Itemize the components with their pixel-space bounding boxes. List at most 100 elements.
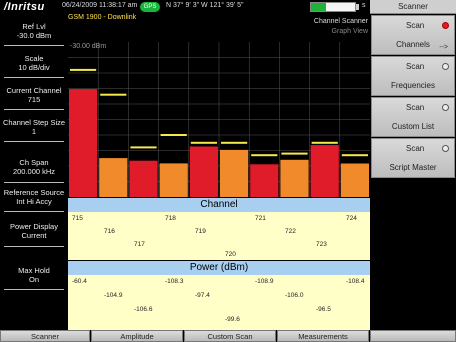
bar-channel-717 <box>129 160 158 197</box>
power-value-722: -106.0 <box>285 292 304 299</box>
power-value-716: -104.9 <box>104 292 123 299</box>
status-bar: /Inritsu 06/24/2009 11:38:17 am GPS N 37… <box>0 0 370 14</box>
power-display-value: Current <box>21 231 47 240</box>
scale-value: 10 dB/div <box>18 63 50 72</box>
bar-chart <box>68 42 370 197</box>
channel-value-717: 717 <box>134 241 145 248</box>
max-hold-marker-719 <box>190 141 217 144</box>
bar-channel-720 <box>220 149 249 197</box>
bar-channel-722 <box>280 159 309 197</box>
button-sublabel: Frequencies <box>390 81 436 90</box>
channel-power-graph: -30.00 dBm <box>68 42 370 197</box>
battery-tip <box>356 4 359 10</box>
button-label: Scan <box>406 62 425 71</box>
ref-level-value: -30.0 dBm <box>16 31 52 40</box>
plot-header: GSM 1900 - Downlink Channel Scanner Grap… <box>68 14 370 42</box>
submenu-arrow-icon: --> <box>439 44 448 51</box>
divider <box>4 45 64 46</box>
divider <box>4 182 64 183</box>
radio-selected-icon <box>442 22 449 29</box>
bar-channel-721 <box>250 164 279 197</box>
gps-indicator: GPS <box>140 2 160 12</box>
max-hold-label: Max Hold <box>18 266 50 275</box>
max-hold-marker-717 <box>130 146 157 149</box>
left-settings-panel: Ref Lvl -30.0 dBm Scale 10 dB/div Curren… <box>0 14 68 330</box>
divider <box>4 289 64 290</box>
battery-label: s <box>362 2 366 9</box>
scan-frequencies-button[interactable]: Scan Frequencies <box>371 56 455 96</box>
scanner-menu-button[interactable]: Scanner <box>0 330 90 342</box>
step-size-label: Channel Step Size <box>2 118 66 127</box>
bar-channel-719 <box>189 146 218 197</box>
channel-value-724: 724 <box>346 215 357 222</box>
divider <box>4 246 64 247</box>
signal-standard: GSM 1900 - Downlink <box>68 14 137 21</box>
divider <box>4 141 64 142</box>
power-value-720: -99.6 <box>225 316 240 323</box>
bar-channel-715 <box>69 89 98 197</box>
max-hold-value: On <box>28 275 39 284</box>
max-hold-marker-716 <box>100 93 127 96</box>
radio-icon <box>442 145 449 152</box>
button-sublabel: Script Master <box>389 163 437 172</box>
bar-channel-716 <box>99 158 128 197</box>
button-label: Scan <box>406 144 425 153</box>
max-hold-marker-723 <box>311 141 338 144</box>
scale-label: Scale <box>24 54 44 63</box>
current-channel-value: 715 <box>27 95 41 104</box>
scan-custom-list-button[interactable]: Scan Custom List <box>371 97 455 137</box>
amplitude-menu-button[interactable]: Amplitude <box>91 330 183 342</box>
channel-value-718: 718 <box>165 215 176 222</box>
scan-script-master-button[interactable]: Scan Script Master <box>371 138 455 178</box>
power-value-718: -108.3 <box>165 278 184 285</box>
button-sublabel: Channels <box>396 40 430 49</box>
channel-value-720: 720 <box>225 251 236 258</box>
menu-title: Scanner <box>370 0 456 14</box>
divider <box>4 211 64 212</box>
measurements-menu-button[interactable]: Measurements <box>277 330 369 342</box>
ref-level-marker: -30.00 dBm <box>70 43 107 50</box>
ref-source-value: Int Hi Accy <box>16 197 52 206</box>
max-hold-marker-715 <box>70 68 97 71</box>
bottom-menu-bar: Scanner Amplitude Custom Scan Measuremen… <box>0 330 456 342</box>
custom-scan-menu-button[interactable]: Custom Scan <box>184 330 276 342</box>
power-title: Power (dBm) <box>68 261 370 275</box>
scan-channels-button[interactable]: Scan Channels --> <box>371 15 455 55</box>
empty-menu-button[interactable] <box>370 330 456 342</box>
channel-table: Channel 715 716 717 718 719 720 721 722 723 724 <box>68 198 370 260</box>
ref-source-label: Reference Source <box>3 188 65 197</box>
button-label: Scan <box>406 103 425 112</box>
power-value-721: -108.9 <box>255 278 274 285</box>
power-values: -60.4 -104.9 -106.6 -108.3 -97.4 -99.6 -108.9 -… <box>68 275 370 330</box>
power-value-717: -106.6 <box>134 306 153 313</box>
channel-values: 715 716 717 718 719 720 721 722 723 724 <box>68 212 370 260</box>
power-display-label: Power Display <box>10 222 58 231</box>
divider <box>4 77 64 78</box>
span-value: 200.000 kHz <box>12 167 56 176</box>
radio-icon <box>442 63 449 70</box>
max-hold-marker-724 <box>341 154 368 157</box>
view-name: Graph View <box>331 28 368 35</box>
bar-channel-718 <box>159 163 188 197</box>
channel-value-723: 723 <box>316 241 327 248</box>
span-label: Ch Span <box>19 158 49 167</box>
current-channel-label: Current Channel <box>6 86 62 95</box>
channel-value-715: 715 <box>72 215 83 222</box>
max-hold-marker-721 <box>251 154 278 157</box>
gps-coordinates: N 37° 9' 3" W 121° 39' 5" <box>166 2 244 9</box>
max-hold-marker-720 <box>221 141 248 144</box>
power-value-719: -97.4 <box>195 292 210 299</box>
radio-icon <box>442 104 449 111</box>
battery-level <box>311 3 327 11</box>
power-value-715: -60.4 <box>72 278 87 285</box>
button-label: Scan <box>406 21 425 30</box>
divider <box>4 109 64 110</box>
channel-title: Channel <box>68 198 370 212</box>
bar-channel-723 <box>310 145 339 197</box>
channel-value-722: 722 <box>285 228 296 235</box>
max-hold-marker-722 <box>281 152 308 155</box>
power-value-724: -108.4 <box>346 278 365 285</box>
battery-icon <box>310 2 356 12</box>
ref-level-label: Ref Lvl <box>22 22 46 31</box>
channel-value-716: 716 <box>104 228 115 235</box>
